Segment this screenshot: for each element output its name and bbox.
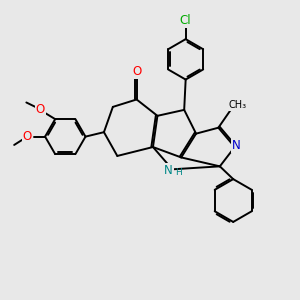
Text: O: O (132, 65, 141, 78)
Text: N: N (232, 139, 241, 152)
Text: Cl: Cl (180, 14, 191, 27)
Text: O: O (36, 103, 45, 116)
Text: CH₃: CH₃ (228, 100, 246, 110)
Text: O: O (22, 130, 32, 143)
Text: H: H (176, 168, 182, 177)
Text: N: N (164, 164, 173, 177)
